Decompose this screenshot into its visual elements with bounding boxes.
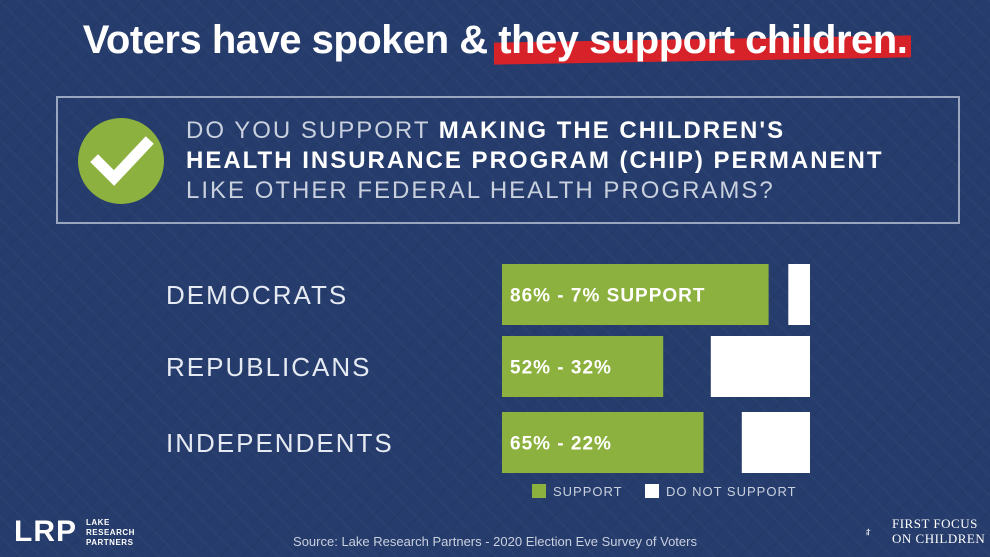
first-focus-logo-icon [866, 528, 871, 536]
bar-not-support-republicans [710, 336, 810, 397]
bar-not-support-independents [741, 412, 810, 473]
first-focus-line: FIRST FOCUS [892, 516, 978, 531]
data-label-republicans: 52% - 32% [510, 358, 612, 379]
first-focus-line: ON CHILDREN [892, 531, 986, 546]
legend-support: SUPPORT [553, 484, 623, 499]
question-line1-bold: MAKING THE CHILDREN'S [438, 117, 786, 144]
bar-support-independents [502, 412, 704, 473]
source-note: Source: Lake Research Partners - 2020 El… [293, 534, 697, 549]
lrp-sub-line: RESEARCH [86, 528, 135, 537]
bar-support-democrats [502, 264, 769, 325]
legend-swatch-support [532, 484, 546, 498]
checkmark-icon [78, 118, 164, 204]
question-box [56, 96, 960, 224]
headline-part1: Voters have spoken & [82, 18, 499, 62]
question-text: DO YOU SUPPORT MAKING THE CHILDREN'S HEA… [186, 116, 884, 206]
headline-highlight: they support children. [498, 18, 908, 62]
legend-swatch-not-support [645, 484, 659, 498]
question-line3: LIKE OTHER FEDERAL HEALTH PROGRAMS? [186, 177, 775, 204]
lrp-logo: LRP [14, 515, 77, 548]
question-line1-light: DO YOU SUPPORT [186, 117, 439, 144]
bar-not-support-democrats [788, 264, 810, 325]
data-label-democrats: 86% - 7% SUPPORT [510, 286, 706, 307]
category-label-democrats: DEMOCRATS [166, 280, 349, 310]
first-focus-logo-text: FIRST FOCUS ON CHILDREN [892, 516, 985, 546]
lrp-logo-subtitle: LAKE RESEARCH PARTNERS [86, 518, 135, 548]
data-label-independents: 65% - 22% [510, 434, 612, 455]
legend-not-support: DO NOT SUPPORT [666, 484, 797, 499]
category-label-republicans: REPUBLICANS [166, 352, 372, 382]
bar-support-republicans [502, 336, 664, 397]
headline: Voters have spoken & they support childr… [0, 18, 990, 63]
question-line2: HEALTH INSURANCE PROGRAM (CHIP) PERMANEN… [186, 147, 884, 174]
lrp-sub-line: LAKE [86, 518, 110, 527]
category-label-independents: INDEPENDENTS [166, 428, 394, 458]
lrp-sub-line: PARTNERS [86, 538, 134, 547]
